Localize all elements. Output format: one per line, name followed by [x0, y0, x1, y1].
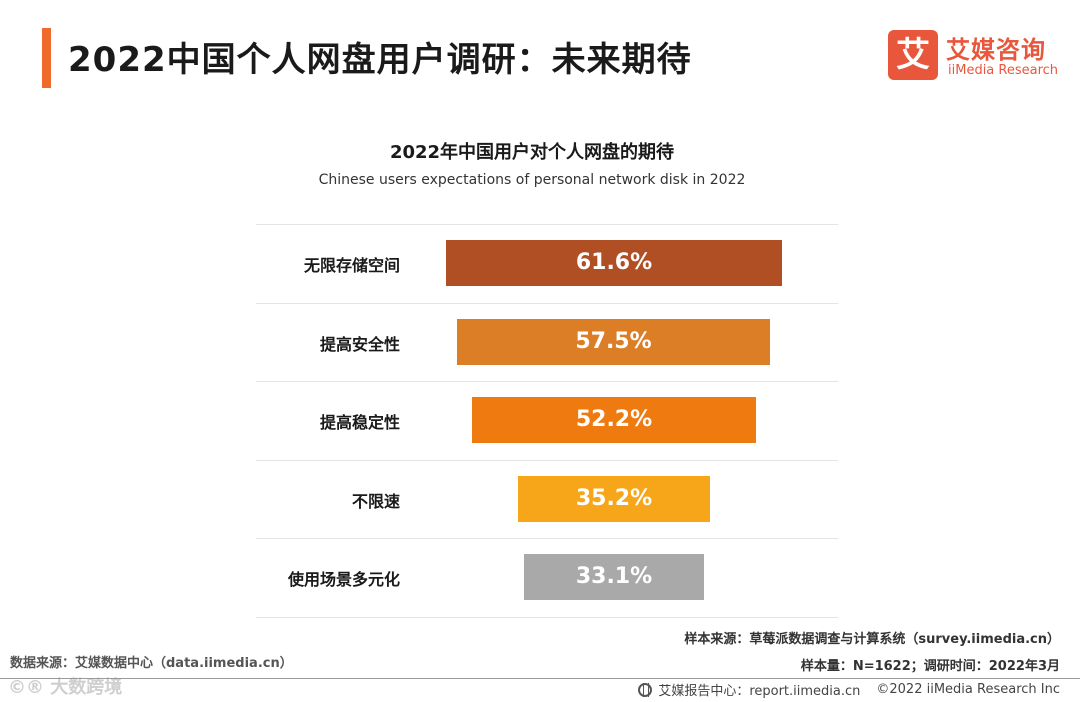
logo-name-en: iiMedia Research [948, 63, 1059, 78]
category-label: 提高稳定性 [319, 413, 400, 432]
gridline [256, 460, 838, 461]
logo-mark-icon: 艾 [888, 30, 938, 80]
sample-info: 样本量：N=1622；调研时间：2022年3月 [800, 659, 1060, 674]
title-accent-bar [42, 28, 51, 88]
watermark: ©® 大数跨境 [8, 677, 123, 698]
category-label: 不限速 [351, 492, 400, 511]
category-label: 使用场景多元化 [287, 570, 400, 589]
chart-subtitle: Chinese users expectations of personal n… [318, 172, 746, 188]
logo-name-cn: 艾媒咨询 [946, 36, 1046, 64]
chart-title: 2022年中国用户对个人网盘的期待 [389, 142, 675, 163]
gridline [256, 381, 838, 382]
footer-copyright: ©2022 iiMedia Research Inc [876, 682, 1060, 697]
bar-value-label: 61.6% [575, 250, 653, 275]
gridline [256, 538, 838, 539]
sample-source: 样本来源：草莓派数据调查与计算系统（survey.iimedia.cn） [684, 632, 1060, 647]
footer: 艾媒报告中心：report.iimedia.cn ©2022 iiMedia R… [638, 680, 1060, 699]
bar-value-label: 52.2% [575, 407, 653, 432]
bar [457, 319, 770, 365]
globe-icon [638, 682, 653, 697]
gridline [256, 303, 838, 304]
bar-value-label: 35.2% [575, 486, 653, 511]
bar [472, 397, 756, 443]
category-label: 提高安全性 [319, 335, 400, 354]
category-label: 无限存储空间 [303, 256, 400, 275]
bar [446, 240, 782, 286]
footer-report-center: 艾媒报告中心：report.iimedia.cn [658, 684, 861, 699]
bar [518, 476, 710, 522]
data-source: 数据来源：艾媒数据中心（data.iimedia.cn） [10, 656, 293, 671]
footer-divider [0, 678, 1080, 679]
bar-value-label: 33.1% [575, 564, 653, 589]
page-title: 2022中国个人网盘用户调研：未来期待 [68, 40, 692, 80]
bar [524, 554, 704, 600]
gridline [256, 224, 838, 225]
brand-logo: 艾 艾媒咨询 iiMedia Research [888, 30, 1068, 82]
bar-value-label: 57.5% [575, 329, 652, 354]
gridline [256, 617, 838, 618]
